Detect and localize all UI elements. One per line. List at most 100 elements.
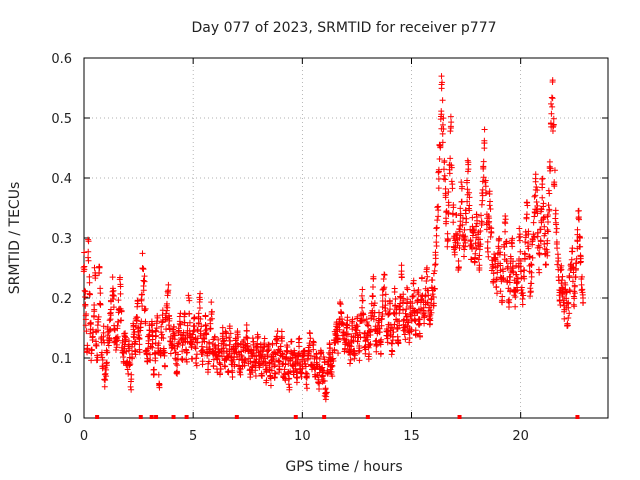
data-point [394, 339, 401, 346]
data-point [285, 369, 292, 376]
data-point [464, 177, 471, 184]
data-point [518, 268, 525, 275]
data-point [134, 300, 141, 307]
data-point [391, 289, 398, 296]
data-point [386, 298, 393, 305]
data-point [222, 342, 229, 349]
data-point [424, 299, 431, 306]
data-point [432, 249, 439, 256]
data-point [353, 321, 360, 328]
data-point [353, 327, 360, 334]
observation-marker [95, 415, 100, 419]
data-point [226, 337, 233, 344]
data-point [522, 234, 529, 241]
data-point [156, 381, 163, 388]
data-point [545, 202, 552, 209]
data-point [281, 366, 288, 373]
data-point [82, 301, 89, 308]
data-point [125, 370, 132, 377]
data-point [468, 241, 475, 248]
data-point [81, 287, 88, 294]
data-point [208, 311, 215, 318]
data-point [440, 115, 447, 122]
data-point [525, 240, 532, 247]
data-point [118, 344, 125, 351]
data-point [481, 145, 488, 152]
data-point [197, 316, 204, 323]
data-point [534, 202, 541, 209]
data-point [412, 318, 419, 325]
data-point [235, 342, 242, 349]
data-point [335, 338, 342, 345]
data-point [238, 348, 245, 355]
data-point [497, 288, 504, 295]
data-point [321, 377, 328, 384]
data-point [220, 338, 227, 345]
data-point [480, 163, 487, 170]
data-point [152, 333, 159, 340]
data-point [272, 370, 279, 377]
data-point [184, 349, 191, 356]
data-point [517, 263, 524, 270]
data-point [548, 94, 555, 101]
data-point [414, 289, 421, 296]
data-point [243, 321, 250, 328]
data-point [243, 327, 250, 334]
data-point [354, 323, 361, 330]
data-point [460, 253, 467, 260]
data-point [409, 300, 416, 307]
data-point [208, 299, 215, 306]
data-point [378, 315, 385, 322]
data-point [192, 345, 199, 352]
data-point [553, 229, 560, 236]
data-point [109, 296, 116, 303]
data-point [389, 348, 396, 355]
data-point [93, 342, 100, 349]
data-point [461, 226, 468, 233]
data-point [321, 356, 328, 363]
x-tick-label: 15 [403, 429, 420, 444]
data-point [448, 162, 455, 169]
data-point [558, 266, 565, 273]
data-point [541, 241, 548, 248]
data-point [174, 343, 181, 350]
data-point [268, 367, 275, 374]
data-point [573, 265, 580, 272]
data-point [516, 237, 523, 244]
data-point [206, 339, 213, 346]
data-point [459, 221, 466, 228]
data-point [577, 255, 584, 262]
axes: 0 5 10 15 20 0 0.1 0.2 0.3 0.4 0.5 0.6 [51, 52, 608, 444]
data-point [469, 245, 476, 252]
data-point [85, 254, 92, 261]
data-point [494, 269, 501, 276]
data-point [531, 234, 538, 241]
data-point [447, 113, 454, 120]
data-point [128, 371, 135, 378]
data-point [414, 309, 421, 316]
data-point [529, 254, 536, 261]
data-point [397, 300, 404, 307]
data-point [100, 329, 107, 336]
data-point [339, 332, 346, 339]
data-point [296, 366, 303, 373]
data-point [337, 299, 344, 306]
data-point [206, 346, 213, 353]
data-point [147, 357, 154, 364]
data-point [188, 341, 195, 348]
observation-marker [234, 415, 239, 419]
data-point [578, 276, 585, 283]
data-point [335, 350, 342, 357]
data-point [210, 362, 217, 369]
data-point [400, 297, 407, 304]
data-points [80, 73, 587, 403]
data-point [110, 293, 117, 300]
data-point [502, 213, 509, 220]
data-point [328, 363, 335, 370]
data-point [456, 245, 463, 252]
data-point [236, 368, 243, 375]
data-point [183, 356, 190, 363]
data-point [86, 279, 93, 286]
data-point [445, 188, 452, 195]
data-point [434, 217, 441, 224]
